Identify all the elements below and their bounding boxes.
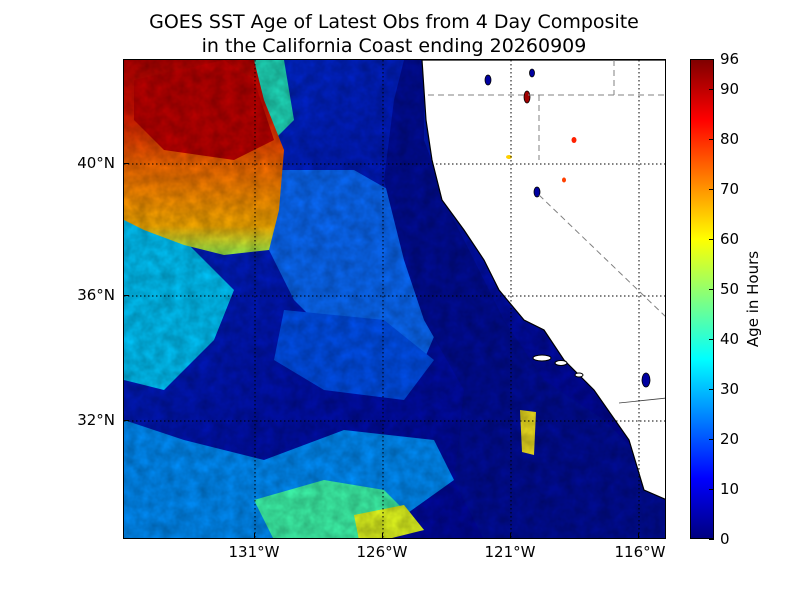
border-line: [618, 397, 665, 404]
lat-tick: [123, 420, 129, 421]
lat-label-32n: 32°N: [77, 411, 115, 429]
graticule: [124, 60, 665, 538]
inland-lake: [484, 74, 492, 86]
colorbar: [690, 59, 714, 539]
colorbar-tick-label: 96: [720, 50, 740, 68]
colorbar-tick-label: 20: [720, 430, 740, 448]
lat-tick: [123, 295, 129, 296]
channel-island: [554, 360, 568, 366]
map-title-line-2: in the California Coast ending 20260909: [201, 35, 587, 57]
lat-label-40n: 40°N: [77, 154, 115, 172]
map-canvas: [124, 60, 665, 538]
land-area: [421, 60, 665, 500]
colorbar-tick-label: 90: [720, 80, 740, 98]
colorbar-tick-label: 40: [720, 330, 740, 348]
inland-lake: [533, 186, 541, 198]
map-title-line-1: GOES SST Age of Latest Obs from 4 Day Co…: [149, 11, 639, 33]
lon-label-131w: 131°W: [228, 543, 280, 561]
lon-tick: [510, 533, 511, 539]
colorbar-tick: [709, 89, 714, 90]
colorbar-tick: [709, 339, 714, 340]
colorbar-title: Age in Hours: [744, 250, 762, 348]
inland-lake: [571, 137, 577, 143]
colorbar-tick: [709, 189, 714, 190]
channel-island: [532, 354, 552, 362]
lat-label-36n: 36°N: [77, 286, 115, 304]
colorbar-tick: [709, 59, 714, 60]
inland-lake: [529, 68, 535, 78]
colorbar-tick-label: 50: [720, 280, 740, 298]
channel-island: [574, 372, 584, 378]
colorbar-tick: [709, 239, 714, 240]
lon-tick: [638, 533, 639, 539]
colorbar-tick-label: 30: [720, 380, 740, 398]
lon-label-116w: 116°W: [614, 543, 666, 561]
sst-age-map: [123, 59, 666, 539]
colorbar-tick: [709, 289, 714, 290]
lon-tick: [254, 533, 255, 539]
colorbar-tick-label: 10: [720, 480, 740, 498]
colorbar-tick: [709, 489, 714, 490]
state-boundaries: [428, 60, 665, 317]
lat-tick: [123, 163, 129, 164]
colorbar-tick: [709, 539, 714, 540]
colorbar-tick-label: 0: [720, 530, 730, 548]
lon-label-121w: 121°W: [484, 543, 536, 561]
colorbar-tick: [709, 389, 714, 390]
colorbar-tick: [709, 439, 714, 440]
inland-lake: [523, 90, 531, 104]
colorbar-tick: [709, 139, 714, 140]
lon-tick: [382, 533, 383, 539]
colorbar-tick-label: 80: [720, 130, 740, 148]
inland-lake: [641, 372, 651, 388]
colorbar-tick-label: 70: [720, 180, 740, 198]
colorbar-tick-label: 60: [720, 230, 740, 248]
inland-lake: [562, 177, 566, 183]
lon-label-126w: 126°W: [356, 543, 408, 561]
